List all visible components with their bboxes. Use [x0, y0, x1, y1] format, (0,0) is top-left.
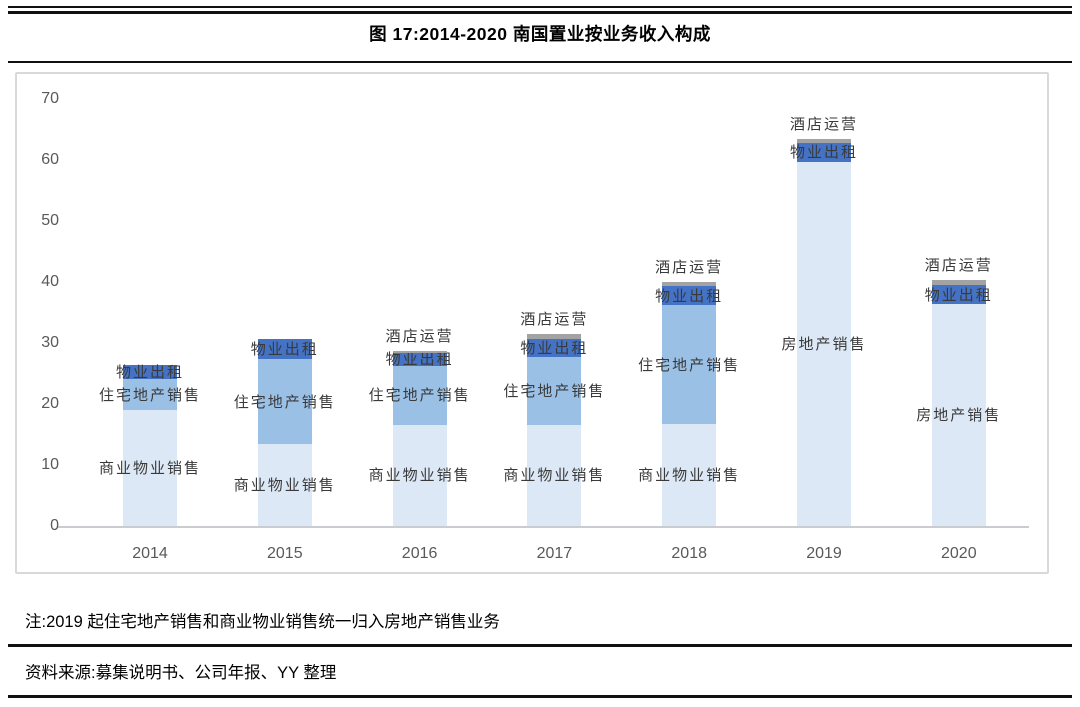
bar-label: 物业出租	[385, 350, 454, 369]
y-tick-label: 10	[41, 456, 59, 473]
y-tick-label: 40	[41, 273, 59, 290]
bar-segment-light	[797, 161, 851, 526]
bar-segment-gray	[527, 334, 582, 339]
bar-segment-dark	[662, 286, 717, 306]
x-tick-label: 2018	[671, 545, 707, 562]
bar-label: 酒店运营	[924, 256, 993, 275]
bar-segment-light	[392, 424, 447, 526]
bar-label: 住宅地产销售	[233, 392, 336, 411]
x-tick-label: 2017	[536, 545, 573, 562]
bar-label: 酒店运营	[385, 326, 454, 345]
bar-segment-dark	[797, 142, 851, 162]
y-tick-label: 20	[41, 395, 59, 412]
y-tick-label: 60	[41, 151, 59, 168]
bar-label: 商业物业销售	[503, 466, 606, 485]
bar-label: 房地产销售	[916, 405, 1002, 424]
y-tick-label: 70	[41, 90, 59, 107]
bar-segment-dark	[931, 285, 986, 304]
x-tick-label: 2015	[267, 545, 303, 562]
bar-segment-gray	[797, 139, 851, 143]
bar-label: 物业出租	[789, 143, 859, 162]
bar-label: 住宅地产销售	[638, 355, 741, 374]
bar-segment-dark	[527, 338, 582, 358]
bar-segment-light	[527, 424, 582, 526]
bar-segment-gray	[662, 282, 717, 287]
top-rule-thick	[8, 10, 1072, 14]
bar-label: 房地产销售	[781, 334, 867, 353]
bar-label: 商业物业销售	[638, 466, 741, 485]
bar-segment-dark	[392, 352, 447, 367]
bar-label: 住宅地产销售	[503, 381, 606, 400]
bar-segment-gray	[392, 350, 447, 353]
bar-label: 物业出租	[115, 362, 185, 381]
x-tick-label: 2014	[132, 545, 168, 562]
bar-label: 物业出租	[655, 286, 724, 305]
bar-segment-medium	[527, 357, 582, 425]
bar-segment-light	[662, 424, 717, 526]
y-tick-label: 30	[41, 334, 59, 351]
x-axis-line	[57, 526, 1029, 528]
bar-label: 商业物业销售	[233, 476, 336, 495]
x-tick-label: 2016	[401, 545, 438, 562]
bar-label: 住宅地产销售	[98, 385, 202, 404]
bar-segment-medium	[257, 359, 312, 445]
bar-label: 商业物业销售	[98, 459, 202, 478]
bar-label: 物业出租	[520, 338, 589, 357]
x-tick-label: 2020	[941, 545, 977, 562]
bar-label: 物业出租	[924, 285, 993, 304]
y-tick-label: 50	[41, 212, 59, 229]
title-underline-rule	[8, 60, 1072, 63]
figure-title: 图 17:2014-2020 南国置业按业务收入构成	[369, 24, 711, 44]
bar-segment-dark	[123, 364, 177, 379]
bar-label: 酒店运营	[520, 310, 589, 329]
source-line: 资料来源:募集说明书、公司年报、YY 整理	[25, 664, 337, 682]
mid-rule	[8, 644, 1072, 647]
bar-segment-medium	[123, 378, 177, 411]
y-tick-label: 0	[50, 517, 59, 534]
bar-segment-gray	[931, 280, 986, 286]
bottom-rule	[8, 695, 1072, 698]
bar-label: 物业出租	[250, 340, 319, 359]
x-tick-label: 2019	[806, 545, 842, 562]
bar-segment-medium	[662, 305, 717, 425]
chart-area: 0 10 20 30 40 50 60 70 商业物业销售 住宅地产销售 物业出租 2014 商业物业销…	[15, 72, 1049, 574]
bar-segment-dark	[257, 339, 312, 360]
figure-note: 注:2019 起住宅地产销售和商业物业销售统一归入房地产销售业务	[25, 613, 500, 631]
bar-label: 酒店运营	[655, 258, 724, 276]
top-rule-thin	[8, 6, 1072, 8]
bar-label: 酒店运营	[789, 115, 859, 134]
bar-label: 住宅地产销售	[368, 386, 471, 405]
bar-segment-medium	[392, 366, 447, 425]
bar-segment-light	[123, 410, 177, 526]
bar-label: 商业物业销售	[368, 466, 471, 485]
bar-segment-light	[257, 444, 312, 526]
bar-segment-light	[931, 303, 986, 526]
